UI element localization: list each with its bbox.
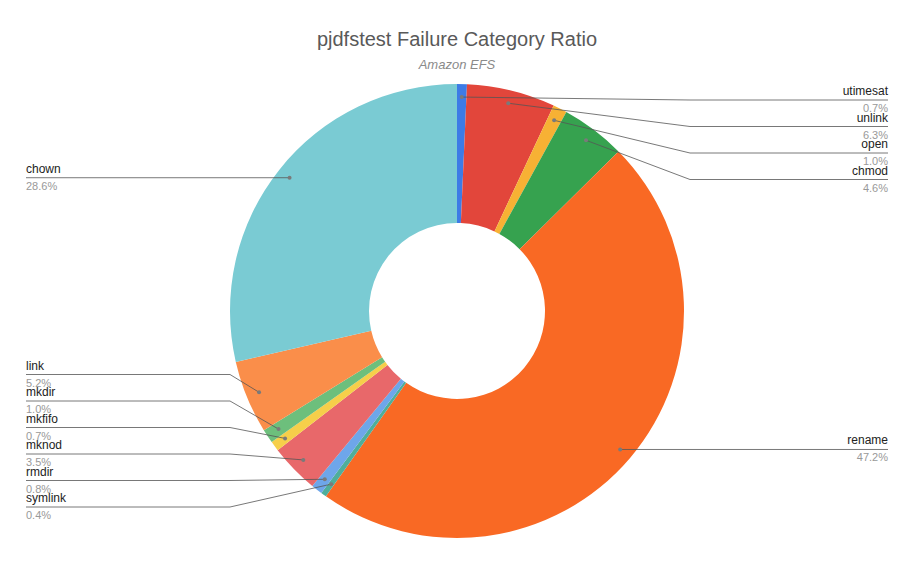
- leader-dot: [460, 95, 464, 99]
- leader-line: [26, 375, 259, 393]
- background: [0, 0, 914, 564]
- value-label: 47.2%: [857, 451, 888, 463]
- leader-line: [26, 479, 325, 480]
- leader-dot: [618, 447, 622, 451]
- leader-line: [554, 120, 888, 153]
- leader-dot: [301, 458, 305, 462]
- leader-dot: [323, 477, 327, 481]
- leader-line: [26, 401, 279, 429]
- labels: utimesat0.7%unlink6.3%open1.0%chmod4.6%r…: [26, 84, 889, 521]
- leader-line: [586, 140, 888, 179]
- category-label: link: [26, 359, 45, 373]
- value-label: 4.6%: [863, 182, 888, 194]
- leader-dot: [552, 118, 556, 122]
- subtitle: Amazon EFS: [418, 57, 496, 72]
- leader-line: [620, 449, 888, 450]
- value-label: 28.6%: [26, 180, 57, 192]
- category-label: chmod: [852, 164, 888, 178]
- value-label: 0.7%: [26, 430, 51, 442]
- category-label: chown: [26, 162, 61, 176]
- value-label: 1.0%: [26, 403, 51, 415]
- leader-line: [26, 428, 285, 439]
- leader-dot: [257, 390, 261, 394]
- leader-dot: [584, 138, 588, 142]
- value-label: 3.5%: [26, 456, 51, 468]
- value-label: 0.8%: [26, 483, 51, 495]
- leader-dot: [277, 427, 281, 431]
- leader-dot: [288, 176, 292, 180]
- slice: [230, 84, 457, 362]
- category-label: open: [861, 137, 888, 151]
- value-label: 0.4%: [26, 509, 51, 521]
- leader-line: [462, 97, 888, 100]
- slices: [230, 84, 684, 538]
- leader-dot: [329, 482, 333, 486]
- leader-line: [26, 177, 290, 178]
- category-label: utimesat: [843, 84, 889, 98]
- category-label: rename: [847, 433, 888, 447]
- leader-dot: [283, 436, 287, 440]
- title: pjdfstest Failure Category Ratio: [317, 28, 597, 50]
- leader-dot: [506, 101, 510, 105]
- value-label: 5.2%: [26, 377, 51, 389]
- chart-root: pjdfstest Failure Category Ratio Amazon E…: [0, 0, 914, 564]
- leader-line: [26, 454, 303, 460]
- category-label: unlink: [857, 111, 889, 125]
- leader-line: [26, 484, 331, 507]
